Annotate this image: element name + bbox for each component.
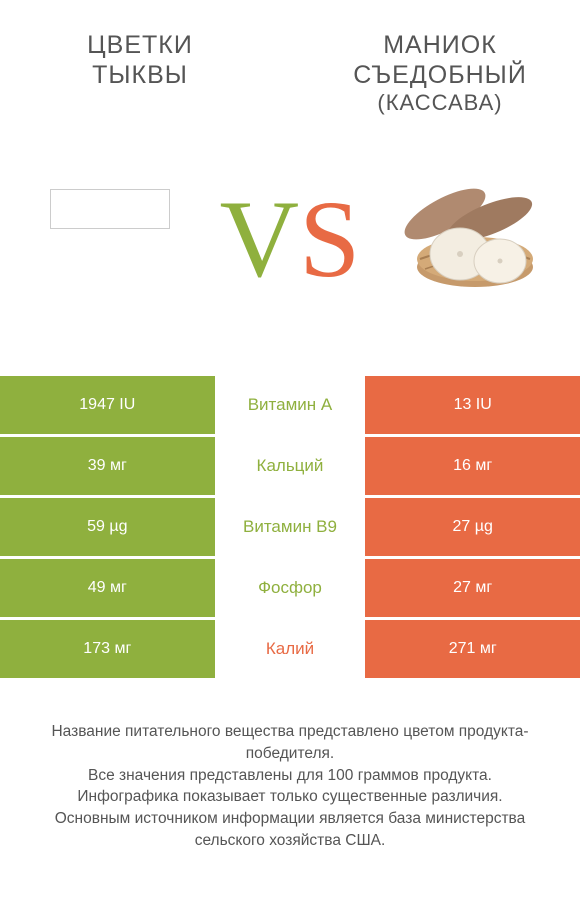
left-title-line1: ЦВЕТКИ (30, 30, 250, 60)
footer-line: Название питательного вещества представл… (20, 721, 560, 764)
left-value: 59 µg (0, 498, 215, 556)
right-value: 16 мг (365, 437, 580, 495)
left-value: 39 мг (0, 437, 215, 495)
left-image-slot (30, 169, 190, 309)
left-value: 173 мг (0, 620, 215, 678)
vs-label: VS (220, 184, 361, 294)
right-title-sub: (КАССАВА) (330, 90, 550, 116)
table-row: 49 мгФосфор27 мг (0, 559, 580, 617)
table-row: 59 µgВитамин B927 µg (0, 498, 580, 556)
table-row: 1947 IUВитамин A13 IU (0, 376, 580, 434)
nutrient-label: Кальций (215, 437, 366, 495)
table-row: 39 мгКальций16 мг (0, 437, 580, 495)
nutrient-table: 1947 IUВитамин A13 IU39 мгКальций16 мг59… (0, 376, 580, 681)
right-value: 27 µg (365, 498, 580, 556)
right-product-title: МАНИОК СЪЕДОБНЫЙ (КАССАВА) (330, 30, 550, 116)
right-value: 13 IU (365, 376, 580, 434)
right-value: 271 мг (365, 620, 580, 678)
footer-line: Основным источником информации является … (20, 808, 560, 851)
vs-letter-v: V (220, 184, 299, 294)
nutrient-label: Витамин B9 (215, 498, 366, 556)
infographic-container: ЦВЕТКИ ТЫКВЫ МАНИОК СЪЕДОБНЫЙ (КАССАВА) … (0, 0, 580, 904)
header: ЦВЕТКИ ТЫКВЫ МАНИОК СЪЕДОБНЫЙ (КАССАВА) (0, 0, 580, 116)
left-title-line2: ТЫКВЫ (30, 60, 250, 90)
nutrient-label: Витамин A (215, 376, 366, 434)
footer-notes: Название питательного вещества представл… (0, 681, 580, 871)
nutrient-label: Фосфор (215, 559, 366, 617)
footer-line: Все значения представлены для 100 граммо… (20, 765, 560, 787)
left-value: 1947 IU (0, 376, 215, 434)
vs-letter-s: S (299, 184, 360, 294)
table-row: 173 мгКалий271 мг (0, 620, 580, 678)
left-value: 49 мг (0, 559, 215, 617)
right-value: 27 мг (365, 559, 580, 617)
left-product-title: ЦВЕТКИ ТЫКВЫ (30, 30, 250, 116)
left-image-placeholder (50, 189, 170, 229)
right-image-slot (390, 169, 550, 309)
nutrient-label: Калий (215, 620, 366, 678)
right-title-line1: МАНИОК (330, 30, 550, 60)
hero-row: VS (0, 116, 580, 376)
cassava-icon (390, 169, 550, 309)
right-title-line2: СЪЕДОБНЫЙ (330, 60, 550, 90)
footer-line: Инфографика показывает только существенн… (20, 786, 560, 808)
